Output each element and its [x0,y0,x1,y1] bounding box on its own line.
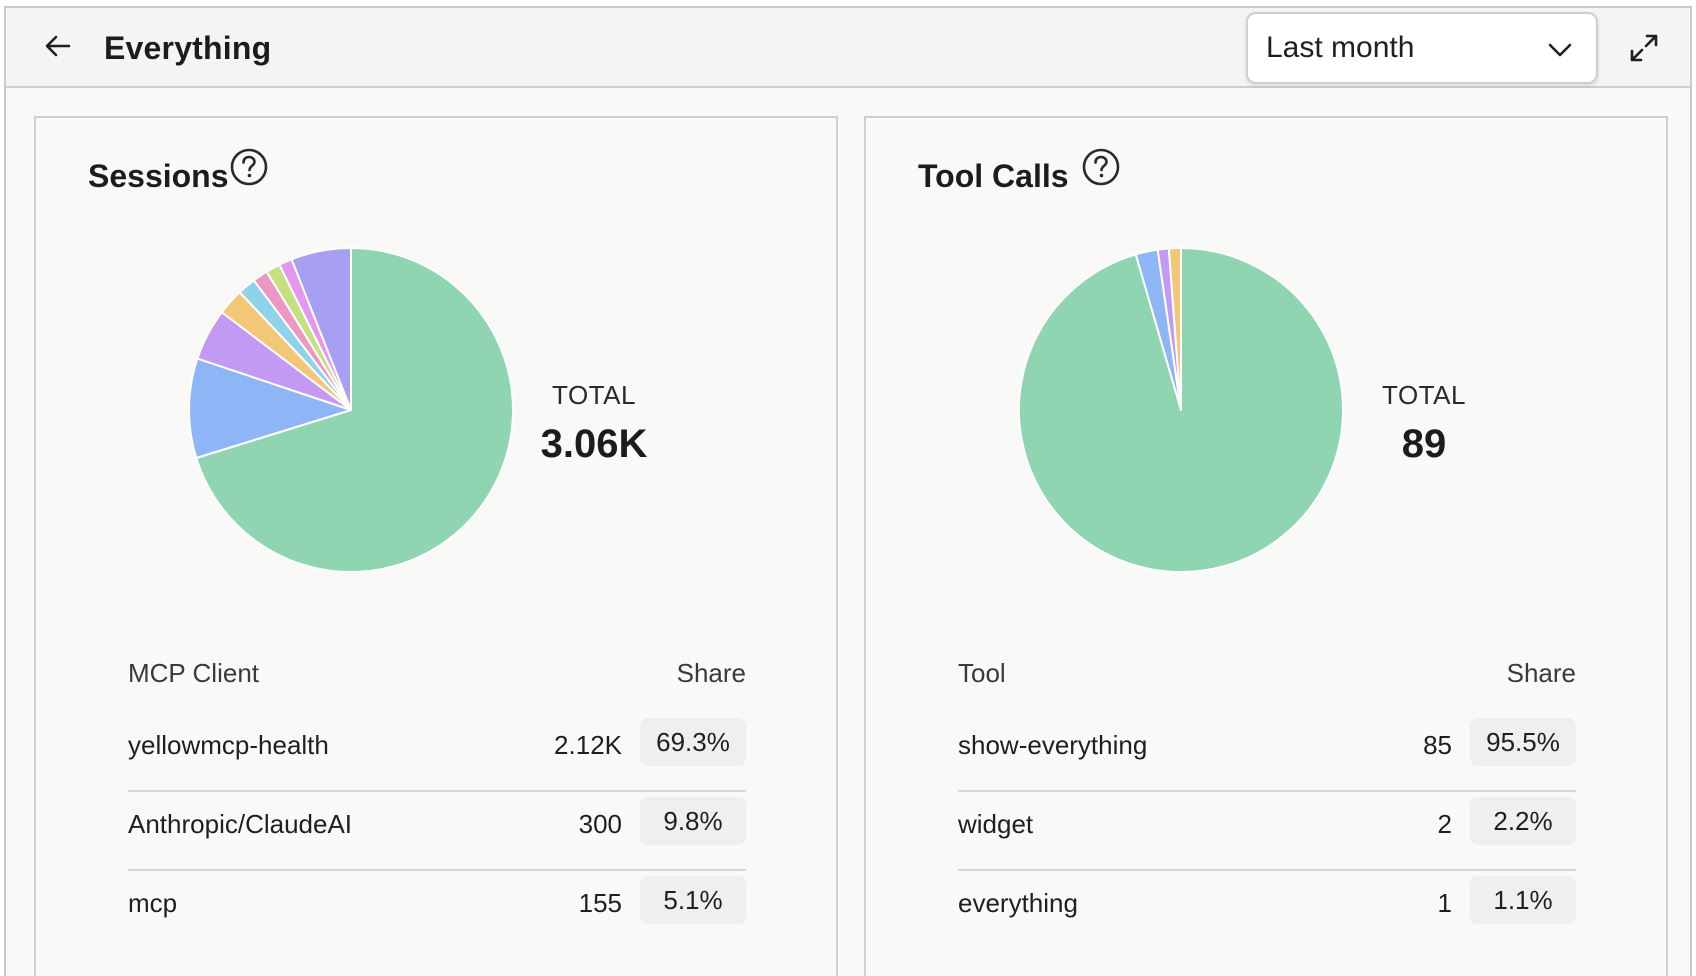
row-divider [958,790,1576,792]
table-row[interactable]: everything 1 1.1% [958,864,1576,942]
tool-calls-card: Tool Calls TOTAL 89 Tool Share show-ever… [864,116,1668,976]
table-row[interactable]: show-everything 85 95.5% [958,706,1576,792]
pie-slice[interactable] [188,357,352,459]
row-name: yellowmcp-health [128,730,329,760]
column-header-share: Share [1506,658,1576,688]
row-share-badge: 69.3% [640,718,746,766]
total-value: 89 [1401,422,1447,466]
pie-slice[interactable] [195,247,514,573]
row-divider [958,869,1576,871]
row-name: Anthropic/ClaudeAI [128,809,353,839]
row-count: 85 [1423,730,1452,760]
row-name: widget [958,809,1034,839]
row-name: show-everything [958,730,1148,760]
row-count: 1 [1437,888,1452,918]
expand-button[interactable] [1624,28,1664,68]
tool-calls-table: show-everything 85 95.5% widget 2 2.2% e… [958,706,1576,942]
date-range-value: Last month [1266,31,1415,64]
column-header-name: Tool [958,658,1006,688]
sessions-table: yellowmcp-health 2.12K 69.3% Anthropic/C… [128,706,746,942]
table-row[interactable]: widget 2 2.2% [958,785,1576,871]
column-header-name: MCP Client [128,658,260,688]
card-title: Sessions [88,158,229,194]
row-share-badge: 2.2% [1470,797,1576,845]
row-share-badge: 5.1% [640,876,746,924]
dashboard-frame: Everything Last month Sessions TOTAL 3.0… [4,6,1692,976]
table-row[interactable]: mcp 155 5.1% [128,864,746,942]
pie-slice[interactable] [1167,247,1182,411]
row-share-badge: 95.5% [1470,718,1576,766]
row-share-badge: 1.1% [1470,876,1576,924]
expand-icon [1630,34,1658,62]
table-row[interactable]: Anthropic/ClaudeAI 300 9.8% [128,785,746,871]
row-divider [128,790,746,792]
row-name: everything [958,888,1078,918]
pie-slice[interactable] [290,247,352,411]
total-label: TOTAL [552,380,636,410]
column-header-share: Share [676,658,746,688]
row-divider [128,869,746,871]
row-count: 2 [1437,809,1452,839]
back-button[interactable] [38,26,78,66]
card-title: Tool Calls [918,158,1069,194]
header-bar: Everything Last month [6,8,1690,88]
table-row[interactable]: yellowmcp-health 2.12K 69.3% [128,706,746,792]
total-value: 3.06K [540,422,648,466]
total-label: TOTAL [1382,380,1466,410]
table-header: MCP Client Share [128,658,746,692]
tool-calls-pie-svg [1018,247,1344,573]
tool-calls-pie-chart [1001,230,1361,590]
table-header: Tool Share [958,658,1576,692]
date-range-select[interactable]: Last month [1246,12,1598,84]
row-share-badge: 9.8% [640,797,746,845]
sessions-pie-svg [188,247,514,573]
help-icon[interactable] [228,146,270,188]
row-count: 300 [578,809,622,839]
sessions-pie-chart [171,230,531,590]
sessions-card: Sessions TOTAL 3.06K MCP Client Share ye… [34,116,838,976]
row-count: 2.12K [554,730,622,760]
arrow-left-icon [45,35,71,57]
chevron-down-icon [1548,43,1572,57]
row-name: mcp [128,888,178,918]
help-icon[interactable] [1080,146,1122,188]
page-title: Everything [104,30,272,66]
row-count: 155 [578,888,622,918]
